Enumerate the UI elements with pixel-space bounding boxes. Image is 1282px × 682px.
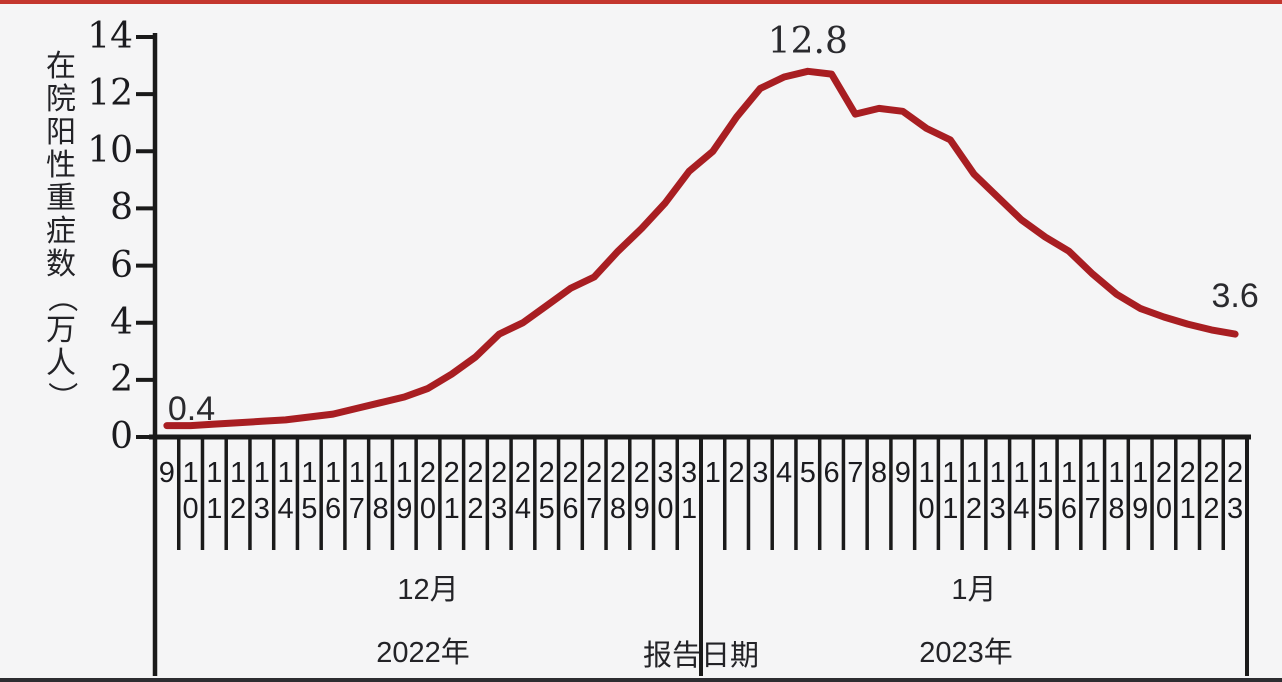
y-tick-label-0: 0 [110,416,133,457]
x-tick-label-day-9-jan: 9 [894,457,911,489]
x-tick-label-day-26-dec: 2 6 [562,457,579,525]
x-tick-label-day-12-dec: 1 2 [230,457,247,525]
x-tick-label-day-16-jan: 1 6 [1060,457,1078,525]
x-tick-label-day-14-jan: 1 4 [1013,457,1030,525]
x-tick-label-day-22-dec: 2 2 [467,457,484,525]
y-tick-label-10: 10 [87,130,133,172]
x-tick-label-day-10-jan: 1 0 [918,457,935,525]
x-tick-label-day-6-jan: 6 [823,457,840,489]
x-tick-label-day-2-jan: 2 [728,457,745,489]
x-tick-label-day-13-dec: 1 3 [253,457,270,525]
y-axis-title-char: 院 [46,83,76,116]
y-axis-title-char: 症 [46,215,76,248]
x-tick-label-day-11-jan: 1 1 [942,457,959,525]
x-tick-label-day-27-dec: 2 7 [586,457,603,525]
x-tick-label-day-1-jan: 1 [704,457,721,489]
year-label-2022: 2022年 [376,637,470,669]
y-tick-label-12: 12 [87,73,133,115]
x-tick-label-day-7-jan: 7 [847,457,864,489]
month-label-january: 1月 [951,574,997,606]
x-tick-label-day-4-jan: 4 [776,457,793,489]
x-tick-label-day-16-dec: 1 6 [324,457,342,525]
x-tick-label-day-8-jan: 8 [870,457,888,489]
x-tick-label-day-12-jan: 1 2 [965,457,983,525]
x-tick-label-day-23-jan: 2 3 [1227,457,1244,525]
top-accent-bar [0,0,1282,4]
y-tick-label-4: 4 [110,301,133,343]
x-tick-label-day-15-dec: 1 5 [301,457,318,525]
x-tick-label-day-5-jan: 5 [799,457,816,489]
x-tick-label-day-10-dec: 1 0 [182,457,199,525]
y-tick-label-8: 8 [110,187,133,229]
y-axis-title-char: 性 [46,149,76,182]
x-tick-label-day-17-jan: 1 7 [1084,457,1101,525]
x-tick-label-day-3-jan: 3 [752,457,769,489]
x-axis-title: 报告日期 [642,640,760,672]
value-annotation-12.8: 12.8 [767,21,848,63]
y-axis-title-char: 重 [46,182,76,215]
x-tick-label-day-17-dec: 1 7 [348,457,365,525]
y-axis-title: 在院阳性重症数（万人） [42,50,80,413]
y-tick-label-14: 14 [87,16,133,57]
x-tick-label-day-18-jan: 1 8 [1108,457,1125,525]
severe-cases-line [163,67,1239,430]
x-tick-label-day-21-dec: 2 1 [443,457,460,525]
y-axis-title-char: 万 [46,314,76,347]
bottom-edge-bar [0,678,1282,682]
x-tick-label-day-9-dec: 9 [158,457,175,489]
y-axis-title-char: 数 [46,248,76,281]
x-tick-label-day-22-jan: 2 2 [1203,457,1220,525]
y-axis-title-char: 阳 [46,116,76,149]
y-axis-title-char: 人 [46,347,76,380]
value-annotation-0.4: 0.4 [167,389,216,428]
x-tick-label-day-28-dec: 2 8 [609,457,626,525]
x-tick-label-day-15-jan: 1 5 [1037,457,1054,525]
x-tick-label-day-13-jan: 1 3 [989,457,1006,525]
x-tick-label-day-25-dec: 2 5 [538,457,555,525]
x-tick-label-day-23-dec: 2 3 [491,457,508,525]
value-annotation-3.6: 3.6 [1211,277,1259,316]
x-tick-label-day-30-dec: 3 0 [657,457,674,525]
x-tick-label-day-19-dec: 1 9 [396,457,413,525]
y-tick-label-6: 6 [110,244,133,286]
y-tick-label-2: 2 [110,358,133,400]
x-tick-label-day-24-dec: 2 4 [514,457,532,525]
x-tick-label-day-20-dec: 2 0 [419,457,437,525]
x-tick-label-day-31-dec: 3 1 [681,457,698,525]
y-axis-title-char: 在 [46,50,76,83]
x-tick-label-day-19-jan: 1 9 [1132,457,1149,525]
x-tick-label-day-29-dec: 2 9 [633,457,650,525]
x-tick-label-day-21-jan: 2 1 [1179,457,1196,525]
year-label-2023: 2023年 [919,637,1013,669]
x-tick-label-day-11-dec: 1 1 [206,457,223,525]
x-tick-label-day-20-jan: 2 0 [1155,457,1172,525]
x-tick-label-day-14-dec: 1 4 [277,457,294,525]
month-label-december: 12月 [397,574,459,606]
x-tick-label-day-18-dec: 1 8 [372,457,389,525]
